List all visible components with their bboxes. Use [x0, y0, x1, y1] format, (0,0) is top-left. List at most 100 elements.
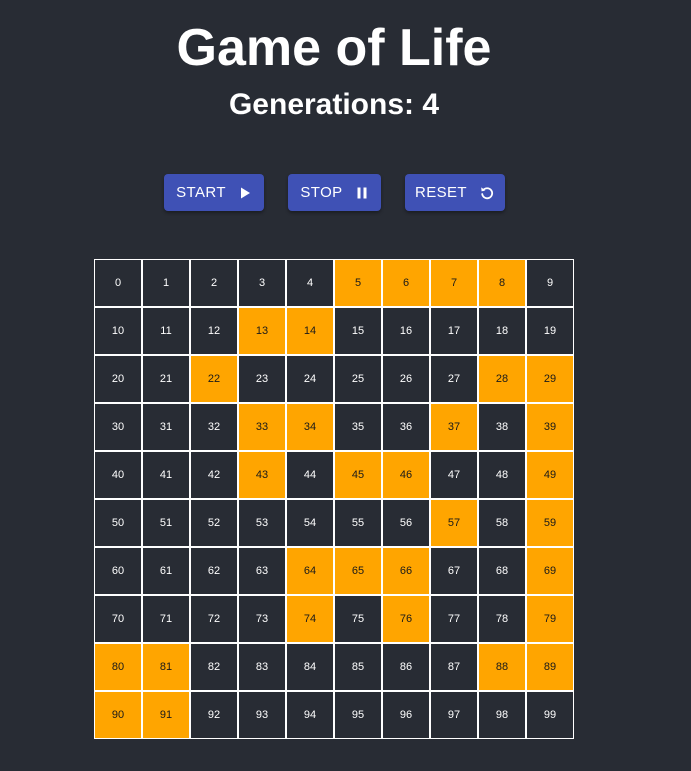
grid-cell[interactable]: 9: [526, 259, 574, 307]
grid-cell[interactable]: 1: [142, 259, 190, 307]
grid-cell[interactable]: 0: [94, 259, 142, 307]
grid-cell[interactable]: 15: [334, 307, 382, 355]
grid-cell[interactable]: 55: [334, 499, 382, 547]
grid-cell[interactable]: 78: [478, 595, 526, 643]
grid-cell[interactable]: 81: [142, 643, 190, 691]
grid-cell[interactable]: 63: [238, 547, 286, 595]
grid-cell[interactable]: 43: [238, 451, 286, 499]
grid-cell[interactable]: 80: [94, 643, 142, 691]
grid-cell[interactable]: 36: [382, 403, 430, 451]
grid-cell[interactable]: 92: [190, 691, 238, 739]
grid-cell[interactable]: 12: [190, 307, 238, 355]
grid-cell[interactable]: 2: [190, 259, 238, 307]
grid-cell[interactable]: 37: [430, 403, 478, 451]
grid-cell[interactable]: 40: [94, 451, 142, 499]
grid-cell[interactable]: 11: [142, 307, 190, 355]
grid-cell[interactable]: 84: [286, 643, 334, 691]
grid-cell[interactable]: 42: [190, 451, 238, 499]
grid-cell[interactable]: 59: [526, 499, 574, 547]
grid-cell[interactable]: 29: [526, 355, 574, 403]
grid-cell[interactable]: 79: [526, 595, 574, 643]
grid-cell[interactable]: 91: [142, 691, 190, 739]
grid-cell[interactable]: 66: [382, 547, 430, 595]
grid-cell[interactable]: 35: [334, 403, 382, 451]
grid-cell[interactable]: 98: [478, 691, 526, 739]
grid-cell[interactable]: 95: [334, 691, 382, 739]
grid-cell[interactable]: 96: [382, 691, 430, 739]
grid-cell[interactable]: 60: [94, 547, 142, 595]
grid-cell[interactable]: 62: [190, 547, 238, 595]
grid-cell[interactable]: 54: [286, 499, 334, 547]
grid-cell[interactable]: 52: [190, 499, 238, 547]
grid-cell[interactable]: 58: [478, 499, 526, 547]
grid-cell[interactable]: 21: [142, 355, 190, 403]
grid-cell[interactable]: 17: [430, 307, 478, 355]
grid-cell[interactable]: 30: [94, 403, 142, 451]
grid-cell[interactable]: 89: [526, 643, 574, 691]
grid-cell[interactable]: 27: [430, 355, 478, 403]
grid-cell[interactable]: 23: [238, 355, 286, 403]
grid-cell[interactable]: 76: [382, 595, 430, 643]
grid-cell[interactable]: 38: [478, 403, 526, 451]
grid-cell[interactable]: 10: [94, 307, 142, 355]
grid-cell[interactable]: 90: [94, 691, 142, 739]
grid-cell[interactable]: 93: [238, 691, 286, 739]
grid-cell[interactable]: 24: [286, 355, 334, 403]
grid-cell[interactable]: 82: [190, 643, 238, 691]
start-button[interactable]: START: [164, 174, 264, 211]
grid-cell[interactable]: 74: [286, 595, 334, 643]
grid-cell[interactable]: 86: [382, 643, 430, 691]
grid-cell[interactable]: 31: [142, 403, 190, 451]
grid-cell[interactable]: 70: [94, 595, 142, 643]
grid-cell[interactable]: 25: [334, 355, 382, 403]
grid-cell[interactable]: 32: [190, 403, 238, 451]
grid-cell[interactable]: 68: [478, 547, 526, 595]
grid-cell[interactable]: 39: [526, 403, 574, 451]
grid-cell[interactable]: 4: [286, 259, 334, 307]
grid-cell[interactable]: 69: [526, 547, 574, 595]
grid-cell[interactable]: 13: [238, 307, 286, 355]
grid-cell[interactable]: 51: [142, 499, 190, 547]
grid-cell[interactable]: 73: [238, 595, 286, 643]
grid-cell[interactable]: 99: [526, 691, 574, 739]
grid-cell[interactable]: 3: [238, 259, 286, 307]
grid-cell[interactable]: 7: [430, 259, 478, 307]
grid-cell[interactable]: 28: [478, 355, 526, 403]
grid-cell[interactable]: 14: [286, 307, 334, 355]
grid-cell[interactable]: 45: [334, 451, 382, 499]
grid-cell[interactable]: 64: [286, 547, 334, 595]
grid-cell[interactable]: 83: [238, 643, 286, 691]
grid-cell[interactable]: 77: [430, 595, 478, 643]
grid-cell[interactable]: 88: [478, 643, 526, 691]
grid-cell[interactable]: 49: [526, 451, 574, 499]
grid-cell[interactable]: 20: [94, 355, 142, 403]
reset-button[interactable]: RESET: [405, 174, 505, 211]
grid-cell[interactable]: 97: [430, 691, 478, 739]
grid-cell[interactable]: 65: [334, 547, 382, 595]
grid-cell[interactable]: 67: [430, 547, 478, 595]
grid-cell[interactable]: 71: [142, 595, 190, 643]
grid-cell[interactable]: 75: [334, 595, 382, 643]
grid-cell[interactable]: 56: [382, 499, 430, 547]
grid-cell[interactable]: 47: [430, 451, 478, 499]
grid-cell[interactable]: 48: [478, 451, 526, 499]
grid-cell[interactable]: 53: [238, 499, 286, 547]
stop-button[interactable]: STOP: [288, 174, 381, 211]
grid-cell[interactable]: 6: [382, 259, 430, 307]
grid-cell[interactable]: 72: [190, 595, 238, 643]
grid-cell[interactable]: 46: [382, 451, 430, 499]
grid-cell[interactable]: 26: [382, 355, 430, 403]
grid-cell[interactable]: 5: [334, 259, 382, 307]
grid-cell[interactable]: 41: [142, 451, 190, 499]
grid-cell[interactable]: 33: [238, 403, 286, 451]
grid-cell[interactable]: 50: [94, 499, 142, 547]
grid-cell[interactable]: 18: [478, 307, 526, 355]
grid-cell[interactable]: 57: [430, 499, 478, 547]
grid-cell[interactable]: 61: [142, 547, 190, 595]
grid-cell[interactable]: 94: [286, 691, 334, 739]
grid-cell[interactable]: 19: [526, 307, 574, 355]
grid-cell[interactable]: 8: [478, 259, 526, 307]
grid-cell[interactable]: 34: [286, 403, 334, 451]
grid-cell[interactable]: 22: [190, 355, 238, 403]
grid-cell[interactable]: 87: [430, 643, 478, 691]
